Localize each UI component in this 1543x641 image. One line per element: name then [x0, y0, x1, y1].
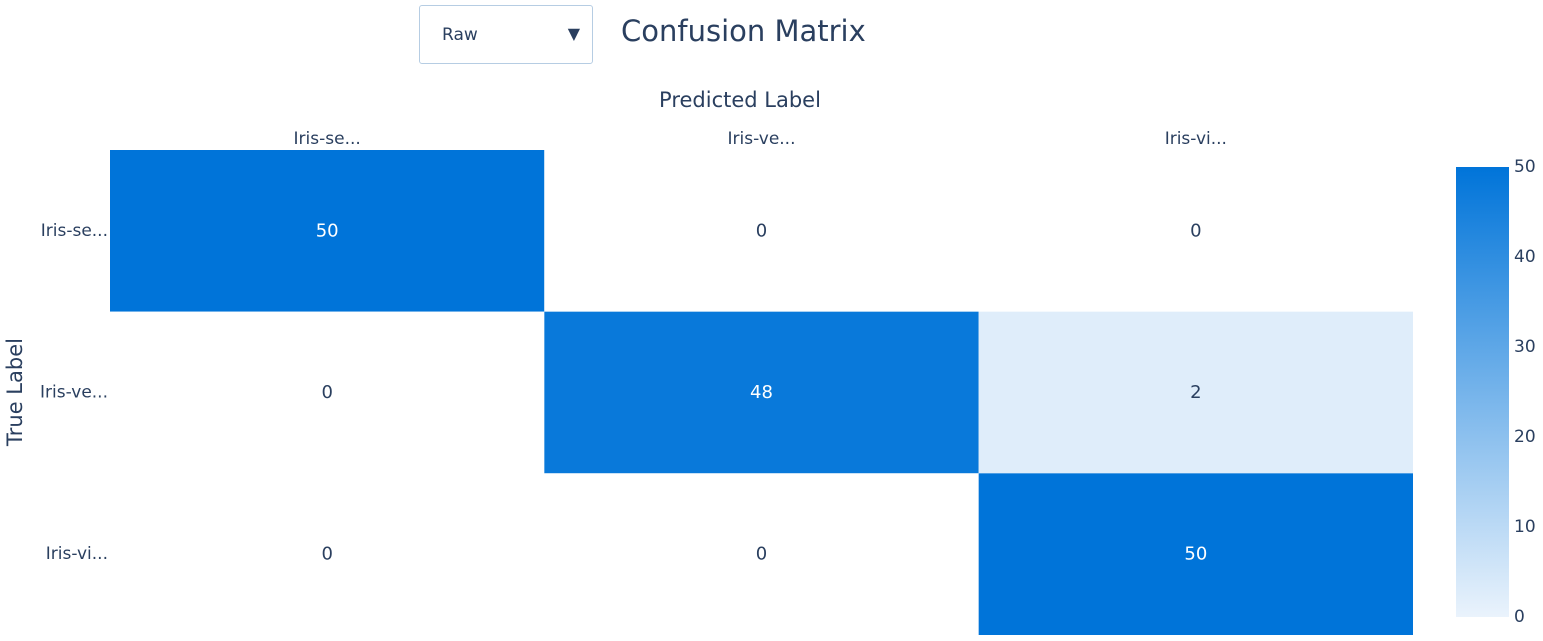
- cell-value-label: 0: [1190, 220, 1201, 241]
- colorbar-tick-label: 30: [1514, 337, 1536, 357]
- colorbar-tick-label: 40: [1514, 247, 1536, 267]
- heatmap-cell: [110, 150, 545, 312]
- y-tick-label: Iris-ve...: [40, 383, 108, 403]
- cell-value-label: 0: [756, 544, 767, 565]
- heatmap-cell: [110, 311, 545, 474]
- colorbar-gradient: [1456, 167, 1509, 617]
- normalization-dropdown[interactable]: Raw ▼: [419, 5, 593, 64]
- x-tick-label: Iris-vi...: [1165, 129, 1227, 149]
- colorbar-tick-label: 20: [1514, 427, 1536, 447]
- colorbar: 0 10 20 30 40 50: [1456, 157, 1536, 627]
- heatmap-cell: [978, 311, 1413, 474]
- colorbar-ticks: 0 10 20 30 40 50: [1514, 157, 1536, 627]
- cell-value-label: 48: [750, 382, 773, 403]
- heatmap-cell: [544, 150, 979, 312]
- cell-value-label: 0: [756, 220, 767, 241]
- colorbar-tick-label: 0: [1514, 607, 1525, 627]
- heatmap-cell: [544, 311, 979, 474]
- y-tick-label: Iris-se...: [41, 221, 108, 241]
- x-axis-title: Predicted Label: [659, 88, 821, 112]
- heatmap-cells: 50 0 0 0 48 2 0 0 50: [110, 150, 1413, 635]
- x-tick-label: Iris-ve...: [728, 129, 796, 149]
- heatmap-cell: [978, 473, 1413, 635]
- cell-value-label: 50: [1184, 544, 1207, 565]
- chevron-down-icon: ▼: [567, 24, 580, 43]
- y-tick-label: Iris-vi...: [46, 544, 108, 564]
- heatmap-cell: [110, 473, 545, 635]
- colorbar-tick-label: 50: [1514, 157, 1536, 177]
- heatmap-cell: [978, 150, 1413, 312]
- x-tick-labels: Iris-se... Iris-ve... Iris-vi...: [294, 129, 1227, 149]
- cell-value-label: 2: [1190, 382, 1201, 403]
- cell-value-label: 50: [316, 220, 339, 241]
- heatmap-cell: [544, 473, 979, 635]
- cell-value-label: 0: [321, 382, 332, 403]
- y-tick-labels: Iris-se... Iris-ve... Iris-vi...: [40, 221, 108, 564]
- colorbar-tick-label: 10: [1514, 517, 1536, 537]
- cell-value-label: 0: [321, 544, 332, 565]
- x-tick-label: Iris-se...: [294, 129, 361, 149]
- chart-title: Confusion Matrix: [621, 14, 866, 48]
- dropdown-selected-value: Raw: [442, 25, 478, 45]
